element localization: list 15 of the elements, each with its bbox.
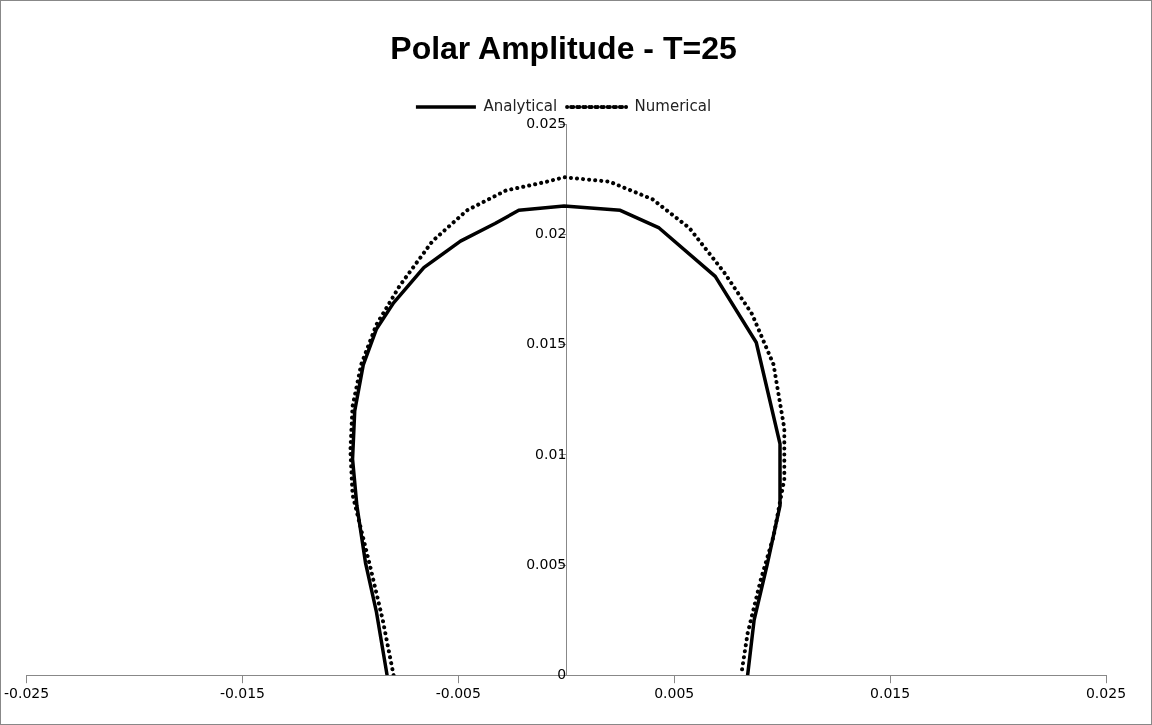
chart-title: Polar Amplitude - T=25 [390,30,737,67]
x-tick-label: -0.005 [435,685,481,702]
y-tick-label: 0.005 [526,555,567,572]
y-tick-label: 0.01 [535,445,567,462]
y-tick-label: 0.02 [535,225,567,242]
x-tick-label: 0.025 [1085,685,1127,702]
x-tick-label: 0.005 [654,685,695,702]
y-tick-label: 0 [557,665,567,682]
x-tick-label: -0.015 [219,685,266,702]
x-tick-label: 0.015 [870,685,911,702]
legend-label: Analytical [483,96,558,115]
y-tick-label: 0.015 [526,335,567,352]
y-tick-label: 0.025 [526,115,567,132]
x-tick-label: -0.025 [4,685,50,702]
legend-label: Numerical [634,96,712,115]
